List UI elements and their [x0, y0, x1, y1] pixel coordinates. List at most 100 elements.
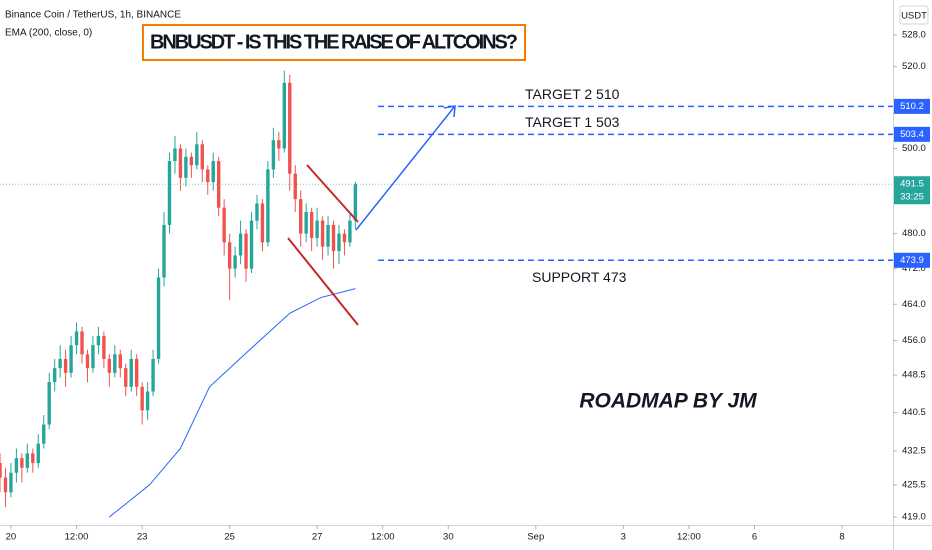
y-tick-label: 528.0 — [902, 29, 926, 40]
level-price-box — [894, 252, 930, 268]
candle-body — [151, 358, 155, 392]
level-price-box — [894, 126, 930, 142]
x-tick-label: 27 — [312, 532, 323, 543]
y-tick-label: 520.0 — [902, 61, 926, 72]
candle-body — [173, 148, 177, 162]
last-price-label: 491.5 — [900, 179, 924, 190]
chart-title: BNBUSDT - IS THIS THE RAISE OF ALTCOINS? — [150, 31, 518, 53]
y-tick-label: 472.0 — [902, 263, 926, 274]
candle-body — [195, 144, 199, 166]
arrow-head — [443, 105, 456, 118]
candle-body — [167, 161, 172, 225]
y-tick-label: 480.0 — [902, 228, 926, 239]
candle-body — [156, 277, 161, 359]
candle-body — [342, 233, 347, 243]
candle-body — [206, 169, 210, 183]
level-text: SUPPORT 473 — [532, 269, 627, 285]
y-tick-label: 500.0 — [902, 143, 926, 154]
y-tick-label: 456.0 — [902, 335, 926, 346]
level-price-label: 503.4 — [900, 129, 924, 140]
level-text: TARGET 1 503 — [525, 114, 620, 130]
candle-body — [134, 358, 139, 387]
candle-body — [124, 368, 128, 387]
candle-body — [238, 233, 243, 256]
candle-body — [47, 382, 51, 425]
y-tick-label: 464.0 — [902, 299, 926, 310]
candle-body — [227, 242, 232, 269]
candle-body — [25, 453, 30, 468]
wedge-lower — [287, 237, 359, 326]
last-price-box — [894, 176, 930, 205]
x-tick-label: 25 — [224, 532, 235, 543]
level-text: TARGET 2 510 — [525, 86, 620, 102]
candle-body — [107, 358, 112, 373]
candle-body — [184, 156, 188, 178]
x-tick-label: 30 — [443, 532, 454, 543]
candle-body — [326, 224, 330, 247]
candle-body — [309, 211, 314, 238]
x-tick-label: 20 — [6, 532, 17, 543]
candle-body — [42, 424, 46, 444]
candle-body — [315, 220, 319, 238]
symbol-label: Binance Coin / TetherUS, 1h, BINANCE — [5, 10, 181, 21]
candle-body — [271, 140, 276, 170]
countdown-label: 33:25 — [900, 192, 924, 203]
x-tick-label: 23 — [137, 532, 148, 543]
candle-body — [331, 224, 336, 252]
candle-body — [3, 477, 8, 493]
candle-body — [233, 255, 237, 269]
x-tick-label: 12:00 — [677, 532, 701, 543]
title-box — [142, 24, 526, 61]
candle-body — [85, 354, 90, 369]
candle-body — [337, 233, 341, 252]
wedge-upper — [306, 164, 359, 223]
y-tick-label: 432.5 — [902, 445, 926, 456]
x-tick-label: Sep — [527, 532, 544, 543]
x-tick-label: 3 — [621, 532, 626, 543]
y-tick-label: 425.5 — [902, 479, 926, 490]
candle-body — [140, 386, 144, 411]
x-tick-label: 8 — [839, 532, 844, 543]
candle-body — [36, 443, 40, 463]
candle-body — [80, 331, 84, 355]
candle-body — [222, 207, 226, 243]
candle-body — [74, 331, 79, 346]
candle-body — [249, 220, 254, 269]
currency-box — [899, 5, 929, 25]
candle-body — [129, 358, 133, 387]
candle-body — [102, 335, 106, 359]
price-axis: 528.0 520.0 500.0 480.0 472.0 464.0 456.0 448.5… — [6, 29, 930, 543]
candle-body — [353, 184, 358, 221]
candle-body — [52, 368, 57, 383]
candle-body — [0, 462, 2, 478]
level-price-box — [894, 98, 930, 114]
ema-line — [109, 288, 356, 518]
candle-body — [255, 203, 259, 221]
candle-body — [277, 140, 281, 149]
candle-body — [58, 358, 62, 369]
currency-label: USDT — [901, 11, 927, 22]
candle-body — [91, 345, 95, 369]
candle-body — [320, 220, 325, 247]
candle-body — [69, 345, 73, 373]
candle-body — [31, 453, 35, 463]
x-tick-label: 12:00 — [371, 532, 395, 543]
candle-body — [216, 161, 221, 208]
level-price-label: 473.9 — [900, 255, 924, 266]
candle-body — [14, 458, 19, 473]
x-tick-label: 6 — [752, 532, 757, 543]
y-tick-label: 419.0 — [902, 512, 926, 523]
candle-body — [145, 391, 150, 411]
candle-body — [244, 233, 248, 269]
candle-body — [118, 354, 122, 369]
candle-body — [288, 82, 292, 174]
candle-body — [189, 156, 194, 166]
candle-body — [96, 335, 101, 346]
level-price-label: 510.2 — [900, 101, 924, 112]
candle-body — [113, 354, 117, 373]
candle-body — [63, 358, 68, 373]
annotation: ROADMAP BY JM — [579, 390, 757, 413]
candle-body — [20, 458, 24, 468]
candle-body — [260, 203, 265, 243]
